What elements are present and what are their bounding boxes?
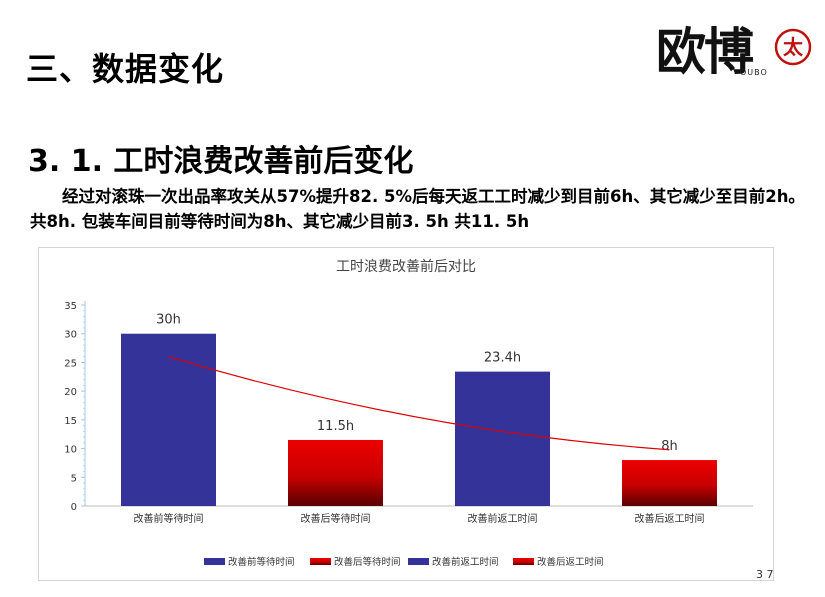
data-label: 30h bbox=[156, 313, 181, 328]
x-tick-label: 改善后等待时间 bbox=[301, 512, 371, 525]
y-tick-label: 15 bbox=[64, 416, 77, 427]
data-label: 11.5h bbox=[317, 419, 354, 434]
data-label: 23.4h bbox=[484, 351, 521, 366]
y-tick-label: 5 bbox=[71, 473, 77, 484]
x-tick-label: 改善后返工时间 bbox=[635, 512, 705, 525]
description-paragraph: 经过对滚珠一次出品率攻关从57%提升82. 5%后每天返工工时减少到目前6h、其… bbox=[30, 187, 805, 231]
y-tick-label: 30 bbox=[64, 330, 77, 341]
chart-title: 工时浪费改善前后对比 bbox=[336, 258, 476, 275]
bar-4 bbox=[622, 460, 717, 506]
y-tick-label: 10 bbox=[64, 445, 77, 456]
legend-swatch bbox=[408, 558, 429, 565]
legend-swatch bbox=[204, 558, 225, 565]
subsection-title: 3. 1. 工时浪费改善前后变化 bbox=[28, 144, 414, 179]
legend-label: 改善前返工时间 bbox=[432, 556, 499, 568]
bar-chart: 工时浪费改善前后对比 0 5 10 15 20 25 30 35 30h 改善前等待时间 11.5h 改… bbox=[38, 247, 774, 581]
logo-seal-icon: 太 bbox=[774, 28, 812, 66]
logo-subtext: OUBO bbox=[740, 68, 768, 77]
svg-text:太: 太 bbox=[783, 35, 804, 59]
legend-swatch bbox=[310, 558, 331, 565]
legend-label: 改善前等待时间 bbox=[228, 556, 295, 568]
x-tick-label: 改善前等待时间 bbox=[134, 512, 204, 525]
bar-1 bbox=[121, 333, 216, 506]
y-tick-label: 25 bbox=[64, 358, 77, 369]
y-tick-label: 0 bbox=[71, 502, 77, 513]
legend-label: 改善后返工时间 bbox=[537, 556, 604, 568]
page-number: 3 7 bbox=[756, 568, 774, 581]
legend-swatch bbox=[513, 558, 534, 565]
chart-svg: 工时浪费改善前后对比 0 5 10 15 20 25 30 35 30h 改善前等待时间 11.5h 改… bbox=[64, 258, 753, 568]
bar-3 bbox=[455, 371, 550, 506]
y-tick-label: 20 bbox=[64, 387, 77, 398]
y-tick-label: 35 bbox=[64, 301, 77, 312]
x-tick-label: 改善前返工时间 bbox=[468, 512, 538, 525]
section-title: 三、数据变化 bbox=[26, 50, 225, 88]
logo-text: 欧博 bbox=[656, 22, 754, 81]
company-logo: 欧博 太 OUBO bbox=[656, 10, 816, 82]
bar-2 bbox=[288, 439, 383, 506]
trend-line bbox=[168, 356, 670, 451]
legend-label: 改善后等待时间 bbox=[334, 556, 401, 568]
data-label: 8h bbox=[661, 439, 678, 454]
